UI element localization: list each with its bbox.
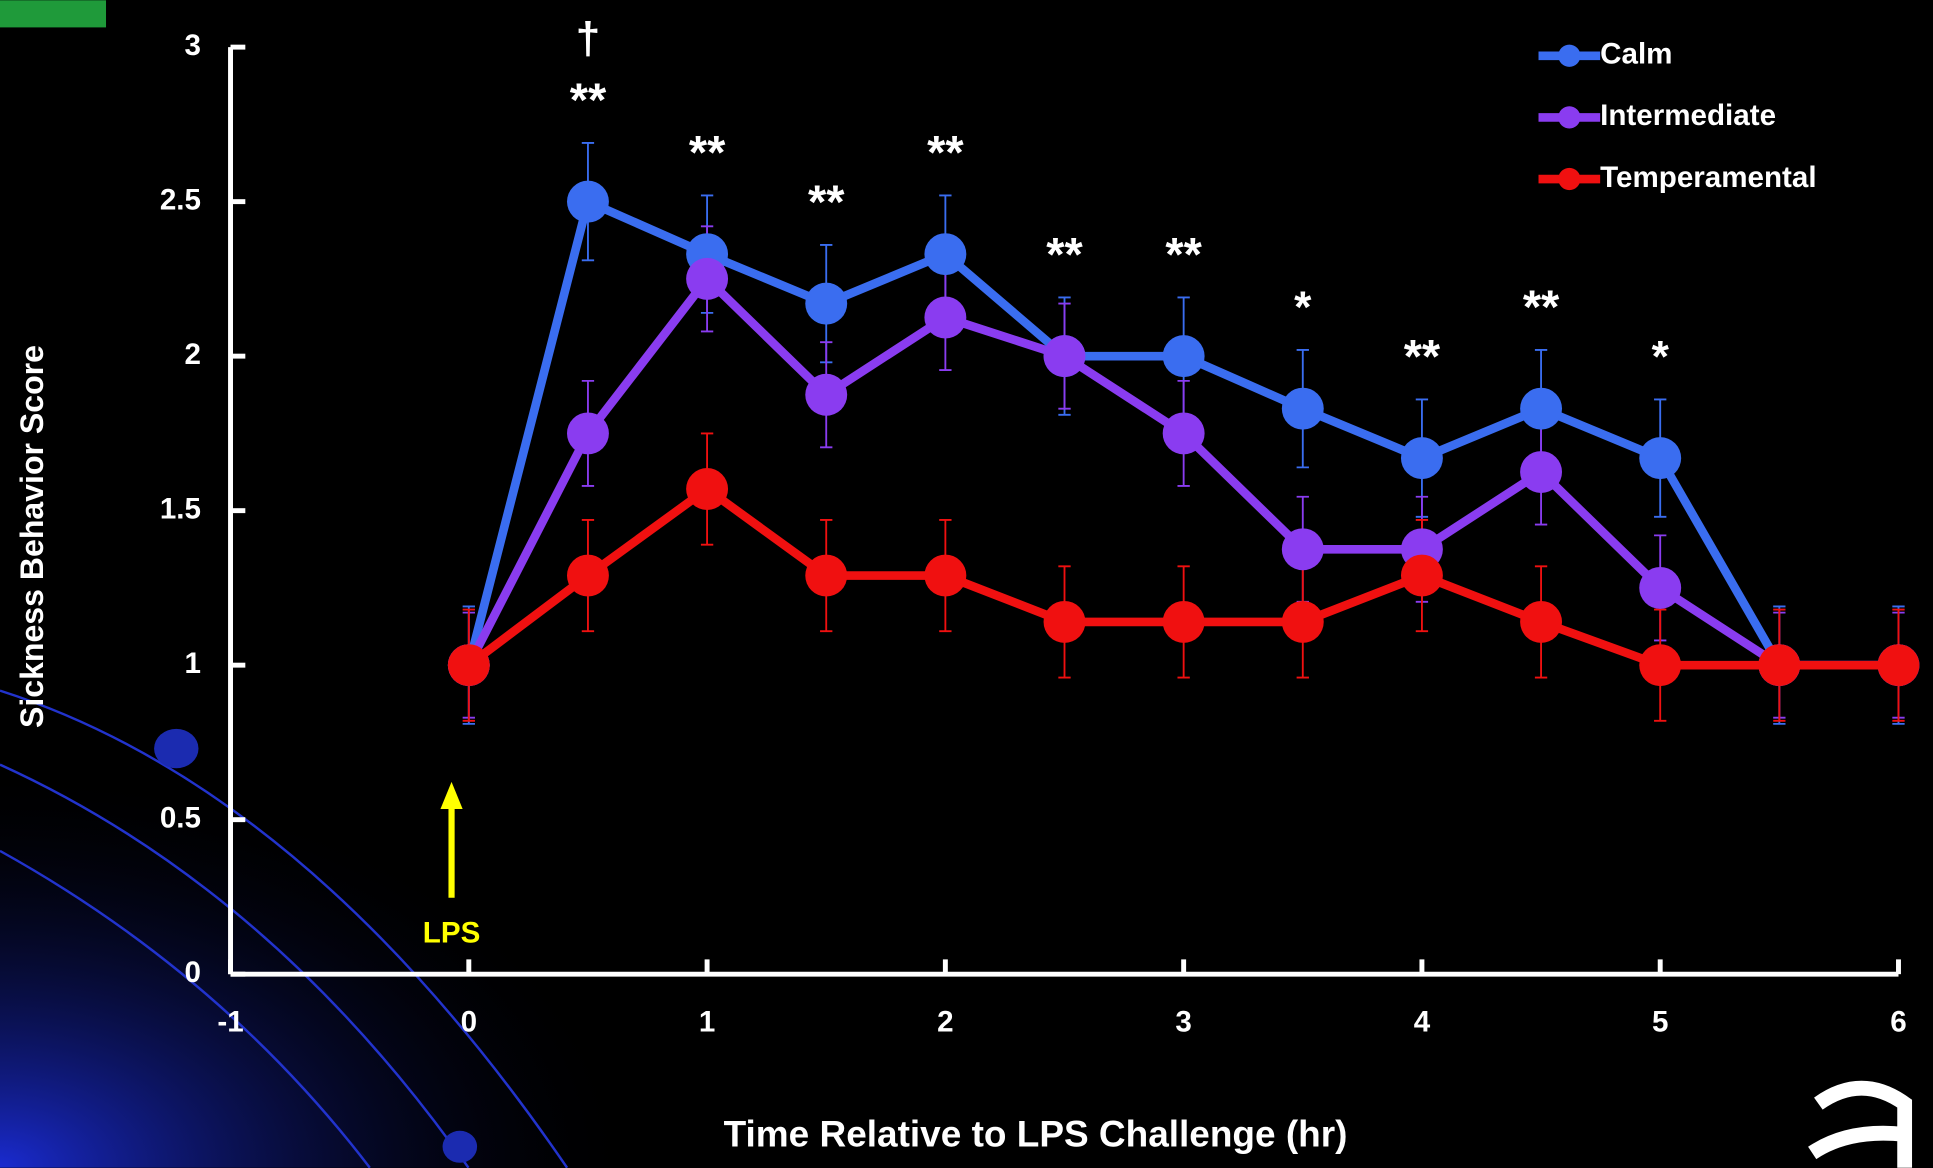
data-point [1281, 600, 1324, 643]
data-point [1400, 437, 1443, 480]
annotation: ** [927, 126, 964, 178]
data-point [1281, 387, 1324, 430]
x-tick-label: 0 [461, 1005, 477, 1038]
x-tick-label: 6 [1890, 1005, 1906, 1038]
data-point [1162, 412, 1205, 455]
annotation: † [576, 15, 601, 64]
y-tick-label: 3 [184, 29, 200, 62]
decoration [0, 764, 642, 1168]
data-point [686, 468, 729, 510]
x-tick-label: 5 [1652, 1005, 1668, 1038]
annotation: ** [1523, 281, 1560, 333]
data-point [1162, 335, 1205, 378]
decoration [442, 1130, 478, 1163]
data-point [1281, 528, 1324, 571]
data-point [924, 296, 967, 339]
annotation: ** [808, 176, 845, 228]
data-point [1162, 600, 1205, 643]
data-point [686, 257, 729, 300]
data-point [447, 644, 490, 687]
decoration [1808, 1080, 1913, 1168]
decoration [0, 0, 107, 28]
legend-label: Temperamental [1600, 161, 1816, 194]
annotation: ** [689, 126, 726, 178]
data-point [1639, 437, 1682, 480]
decoration [154, 728, 199, 769]
data-point [566, 180, 609, 223]
x-tick-label: 4 [1414, 1005, 1431, 1038]
legend-marker [1558, 167, 1581, 191]
data-point [1520, 387, 1563, 430]
y-tick-label: 0.5 [160, 801, 201, 834]
x-tick-label: -1 [217, 1005, 243, 1038]
annotation: ** [1165, 228, 1202, 280]
data-point [1758, 644, 1801, 687]
data-point [924, 554, 967, 597]
data-point [566, 412, 609, 455]
data-point [924, 233, 967, 276]
y-tick-label: 1 [184, 647, 200, 680]
data-point [1520, 451, 1563, 493]
data-point [805, 373, 848, 416]
annotation: ** [1046, 228, 1083, 280]
x-tick-label: 3 [1175, 1005, 1191, 1038]
data-point [1520, 600, 1563, 643]
legend-label: Calm [1600, 38, 1672, 71]
y-tick-label: 2 [184, 338, 200, 371]
x-axis-label: Time Relative to LPS Challenge (hr) [724, 1114, 1348, 1155]
arrow-head [440, 781, 463, 809]
data-point [1043, 335, 1086, 378]
data-point [1043, 600, 1086, 643]
x-tick-label: 2 [937, 1005, 953, 1038]
y-axis-label: Sickness Behavior Score [14, 345, 50, 728]
y-tick-label: 1.5 [160, 492, 201, 525]
legend-label: Intermediate [1600, 99, 1776, 132]
data-point [1639, 566, 1682, 609]
annotation: ** [1404, 330, 1441, 382]
y-tick-label: 2.5 [160, 183, 201, 216]
data-point [1639, 644, 1682, 687]
annotation: * [1294, 283, 1312, 332]
decoration [0, 689, 569, 1168]
data-point [1877, 644, 1920, 687]
annotation: * [1652, 333, 1670, 382]
data-point [1400, 554, 1443, 597]
legend-marker [1558, 106, 1581, 129]
y-tick-label: 0 [184, 956, 200, 989]
data-point [566, 554, 609, 597]
annotation: ** [570, 74, 607, 126]
arrow-label: LPS [423, 917, 481, 950]
legend-marker [1558, 44, 1581, 67]
x-tick-label: 1 [699, 1005, 715, 1038]
data-point [805, 554, 848, 597]
data-point [805, 282, 848, 325]
